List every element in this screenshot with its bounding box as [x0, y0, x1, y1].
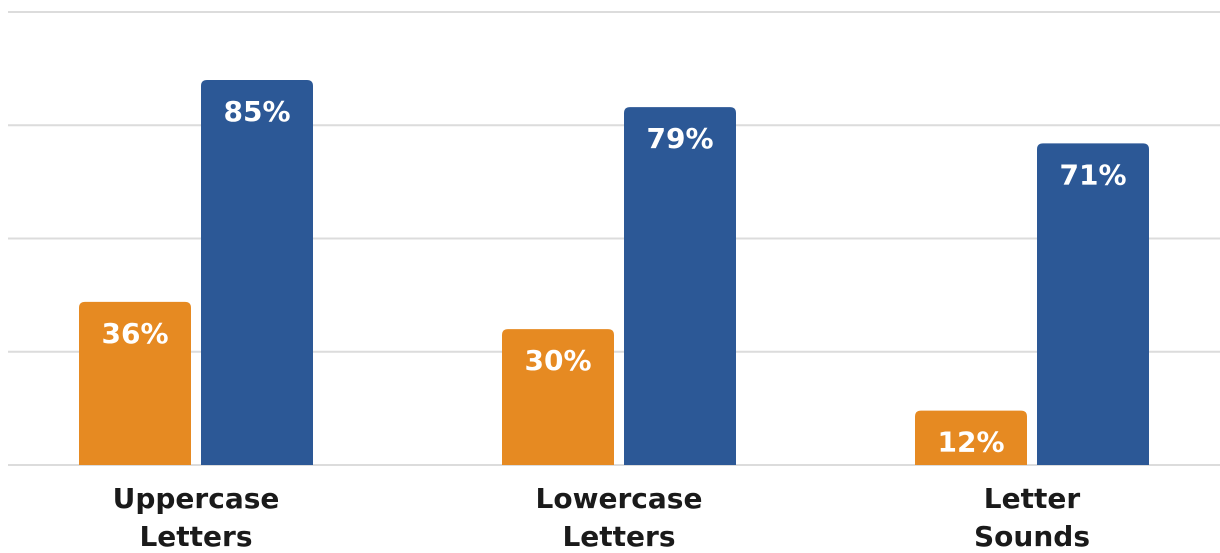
category-labels: Uppercase Letters Lowercase Letters Letter So…	[113, 482, 1090, 553]
bar-orange-2	[915, 410, 1027, 465]
category-label: Uppercase Letters	[113, 482, 280, 553]
bar-value-label: 85%	[223, 95, 290, 128]
category-label: Lowercase Letters	[536, 482, 703, 553]
bar-blue-1	[624, 107, 736, 465]
bar-value-label: 30%	[524, 344, 591, 377]
bars	[79, 79, 1149, 465]
bar-orange-0	[79, 301, 191, 465]
category-label: Letter Sounds	[974, 482, 1090, 553]
bar-value-label: 36%	[101, 317, 168, 350]
bar-orange-1	[502, 329, 614, 465]
bar-blue-0	[201, 79, 313, 465]
bar-blue-2	[1037, 143, 1149, 465]
bar-value-label: 71%	[1059, 158, 1126, 191]
bar-value-label: 12%	[937, 426, 1004, 459]
bar-value-label: 79%	[646, 122, 713, 155]
bar-value-labels: 36% 85% 30% 79% 12% 71%	[101, 95, 1126, 459]
